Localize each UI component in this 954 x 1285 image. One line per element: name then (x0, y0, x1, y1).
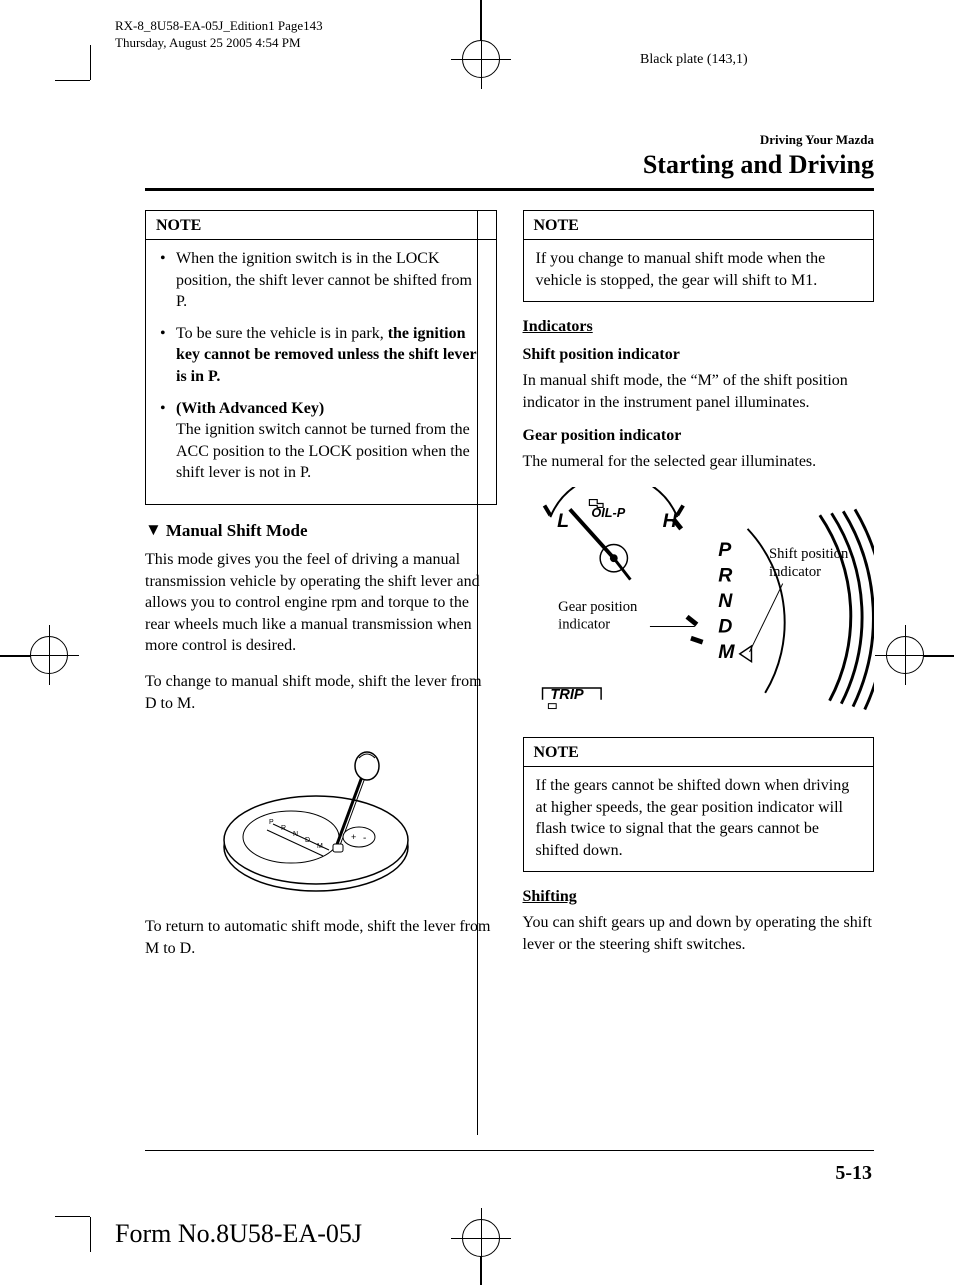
note-title: NOTE (524, 738, 874, 767)
left-column: NOTE When the ignition switch is in the … (145, 210, 497, 1135)
note-title: NOTE (524, 211, 874, 240)
svg-text:TRIP: TRIP (550, 687, 584, 703)
svg-text:L: L (557, 510, 569, 532)
note-item: To be sure the vehicle is in park, the i… (158, 323, 484, 388)
doc-meta-line1: RX-8_8U58-EA-05J_Edition1 Page143 (115, 18, 323, 35)
footer-rule (145, 1150, 874, 1151)
svg-text:N: N (293, 831, 298, 838)
registration-mark-right (886, 636, 924, 674)
note-body: If the gears cannot be shifted down when… (524, 767, 874, 871)
svg-text:R: R (718, 565, 732, 587)
svg-text:-: - (363, 833, 366, 844)
column-divider (477, 210, 478, 1135)
registration-mark-left (30, 636, 68, 674)
svg-text:P: P (269, 819, 274, 826)
note-box-right-1: NOTE If you change to manual shift mode … (523, 210, 875, 302)
note-item: When the ignition switch is in the LOCK … (158, 248, 484, 313)
trim-corner-bl (55, 1216, 90, 1217)
trim-corner-bl (90, 1217, 91, 1252)
shifting-heading: Shifting (523, 888, 875, 906)
note-item: (With Advanced Key)The ignition switch c… (158, 398, 484, 484)
right-column: NOTE If you change to manual shift mode … (523, 210, 875, 1135)
spi-body: In manual shift mode, the “M” of the shi… (523, 370, 875, 413)
manual-shift-p2: To change to manual shift mode, shift th… (145, 671, 497, 714)
note-box-left: NOTE When the ignition switch is in the … (145, 210, 497, 505)
plate-label: Black plate (143,1) (640, 52, 748, 68)
svg-text:OIL-P: OIL-P (591, 506, 625, 520)
svg-text:Gear position: Gear position (558, 599, 638, 615)
svg-text:Shift position: Shift position (769, 546, 849, 562)
svg-text:M: M (317, 843, 323, 850)
shifter-illustration: P R N D M + - (211, 732, 431, 902)
manual-shift-p3: To return to automatic shift mode, shift… (145, 916, 497, 959)
svg-text:R: R (281, 825, 286, 832)
content-area: NOTE When the ignition switch is in the … (145, 210, 874, 1135)
manual-shift-heading: ▼Manual Shift Mode (145, 521, 497, 541)
registration-mark-top (462, 40, 500, 78)
note-body: If you change to manual shift mode when … (524, 240, 874, 301)
svg-text:M: M (718, 641, 735, 663)
trim-corner-tl (90, 45, 91, 80)
registration-mark-bottom (462, 1219, 500, 1257)
svg-text:D: D (718, 615, 732, 637)
trim-corner-tl (55, 80, 90, 81)
doc-meta-line2: Thursday, August 25 2005 4:54 PM (115, 35, 323, 52)
page-number: 5-13 (835, 1162, 872, 1185)
svg-text:indicator: indicator (769, 564, 821, 580)
note-body: When the ignition switch is in the LOCK … (146, 240, 496, 504)
page-header: Driving Your Mazda Starting and Driving (643, 132, 874, 180)
gpi-body: The numeral for the selected gear illumi… (523, 451, 875, 473)
spi-heading: Shift position indicator (523, 346, 875, 364)
svg-text:D: D (305, 837, 310, 844)
note-title: NOTE (146, 211, 496, 240)
doc-meta: RX-8_8U58-EA-05J_Edition1 Page143 Thursd… (115, 18, 323, 52)
triangle-icon: ▼ (145, 520, 162, 540)
header-rule (145, 188, 874, 191)
svg-text:+: + (351, 832, 356, 842)
gauge-illustration: L H OIL-P P R N D M (523, 487, 875, 727)
svg-text:indicator: indicator (558, 616, 610, 632)
indicators-heading: Indicators (523, 318, 875, 336)
svg-text:N: N (718, 590, 733, 612)
chapter-name: Driving Your Mazda (643, 132, 874, 148)
note-box-right-2: NOTE If the gears cannot be shifted down… (523, 737, 875, 872)
manual-shift-p1: This mode gives you the feel of driving … (145, 549, 497, 657)
svg-text:P: P (718, 539, 732, 561)
shifting-body: You can shift gears up and down by opera… (523, 912, 875, 955)
gpi-heading: Gear position indicator (523, 427, 875, 445)
section-name: Starting and Driving (643, 150, 874, 180)
form-number: Form No.8U58-EA-05J (115, 1219, 362, 1249)
